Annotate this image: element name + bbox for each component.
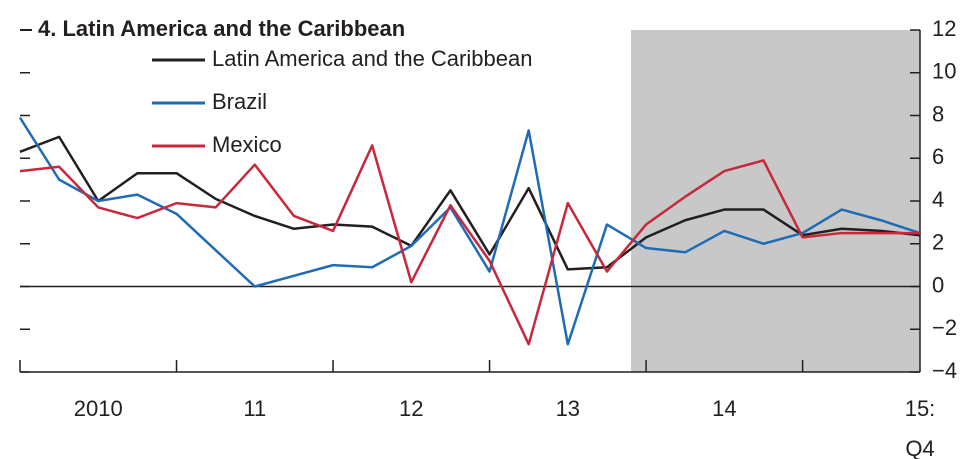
y-tick-label: −2 (932, 315, 957, 340)
forecast-shade (631, 30, 920, 372)
x-tick-label: 2010 (73, 396, 123, 421)
legend-label: Mexico (212, 132, 282, 157)
y-tick-label: 4 (932, 187, 944, 212)
legend-label: Brazil (212, 89, 267, 114)
y-tick-label: 12 (932, 16, 956, 41)
x-tick-label: 12 (399, 396, 424, 421)
y-tick-label: 6 (932, 144, 944, 169)
y-tick-label: 8 (932, 101, 944, 126)
series-line (18, 116, 921, 346)
x-tick-label: 13 (555, 396, 581, 421)
y-tick-label: 2 (932, 230, 944, 255)
series-line (19, 135, 921, 271)
chart-title: 4. Latin America and the Caribbean (38, 16, 405, 41)
series-line (19, 144, 920, 346)
legend-label: Latin America and the Caribbean (212, 46, 532, 71)
y-tick-label: 0 (932, 272, 944, 297)
y-tick-label: 10 (932, 59, 956, 84)
x-tick-label: 15: Q4 (904, 396, 936, 459)
x-tick-label: 11 (243, 396, 267, 421)
x-tick-label: 14 (712, 396, 737, 421)
y-tick-label: −4 (932, 358, 957, 383)
